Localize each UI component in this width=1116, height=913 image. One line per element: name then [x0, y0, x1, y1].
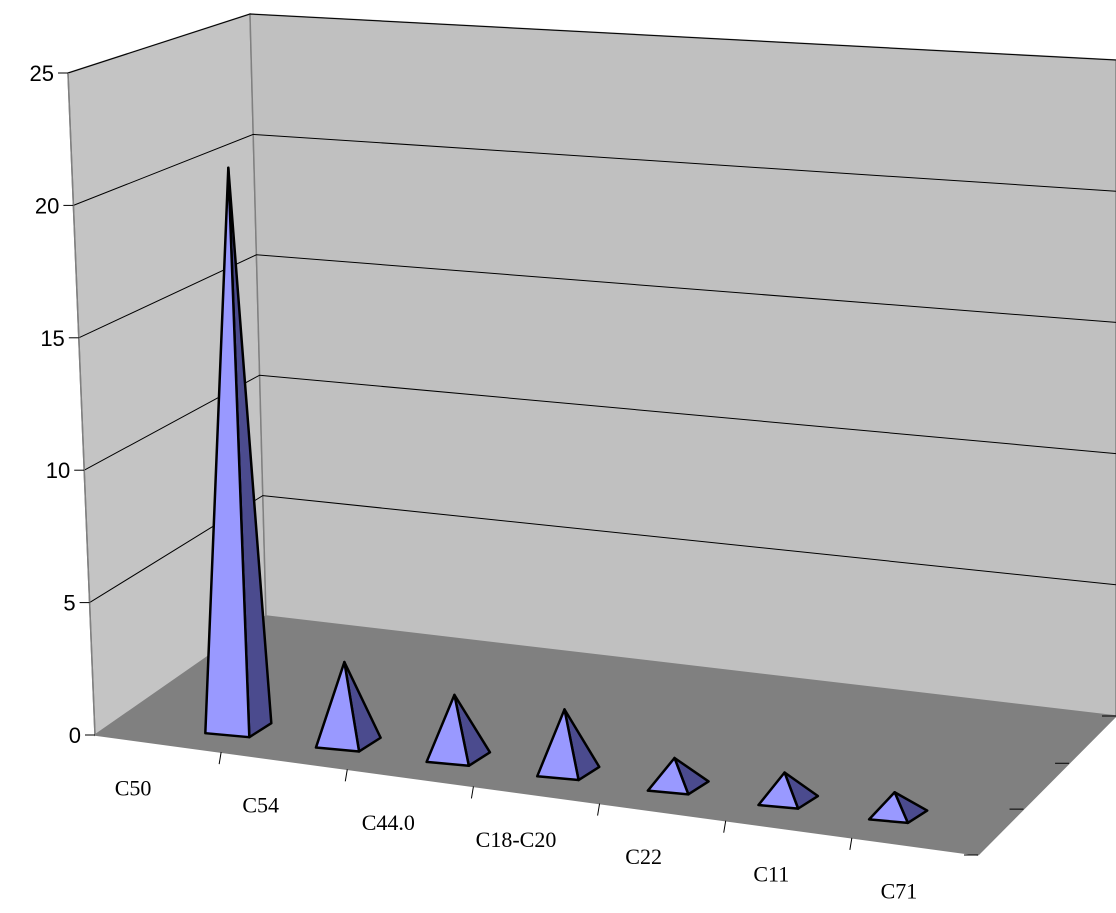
gridline [78, 254, 1116, 339]
x-tick-label: C44.0 [362, 810, 415, 835]
x-tick-mark [597, 803, 601, 816]
pyramid-front-C18-C20 [535, 708, 580, 782]
gridline [73, 133, 1116, 206]
pyramid-bars [204, 166, 929, 825]
y-tick-label: 15 [40, 326, 64, 351]
pyramid-front-C11 [757, 771, 800, 810]
pyramid-front-C50 [204, 166, 251, 739]
x-tick-label: C71 [881, 878, 918, 903]
x-tick-labels: C50 C54 C44.0 C18-C20 C22 C11 C71 [115, 776, 918, 904]
x-tick-mark [470, 786, 474, 799]
back-wall [249, 13, 1116, 717]
gridline [89, 495, 1116, 604]
y-tick-labels: 0 5 10 15 20 25 [30, 61, 81, 748]
x-tick-mark [723, 820, 727, 833]
x-tick-mark [344, 769, 348, 782]
gridline [67, 13, 1116, 74]
pyramid-front-C22 [646, 756, 690, 796]
y-tick-label: 0 [69, 723, 81, 748]
axis-ticks [58, 72, 1116, 856]
x-tick-mark [218, 752, 222, 765]
x-axis-line [94, 734, 979, 856]
y-tick-label: 10 [46, 458, 70, 483]
x-tick-mark [849, 837, 853, 850]
pyramid-front-C54 [314, 660, 361, 753]
x-tick-label: C22 [625, 844, 662, 869]
y-tick-label: 25 [30, 61, 54, 86]
x-tick-label: C18-C20 [476, 827, 557, 852]
gridline [83, 374, 1116, 471]
y-axis-line [67, 72, 96, 736]
y-tick-label: 5 [63, 591, 75, 616]
depth-axis-line [977, 715, 1116, 856]
pyramid-front-C44.0 [425, 693, 471, 768]
x-tick-label: C50 [115, 776, 152, 801]
x-tick-label: C54 [242, 793, 279, 818]
pyramid-front-C71 [867, 791, 910, 825]
x-tick-label: C11 [753, 861, 789, 886]
gridlines [67, 13, 1116, 604]
y-tick-label: 20 [35, 193, 59, 218]
